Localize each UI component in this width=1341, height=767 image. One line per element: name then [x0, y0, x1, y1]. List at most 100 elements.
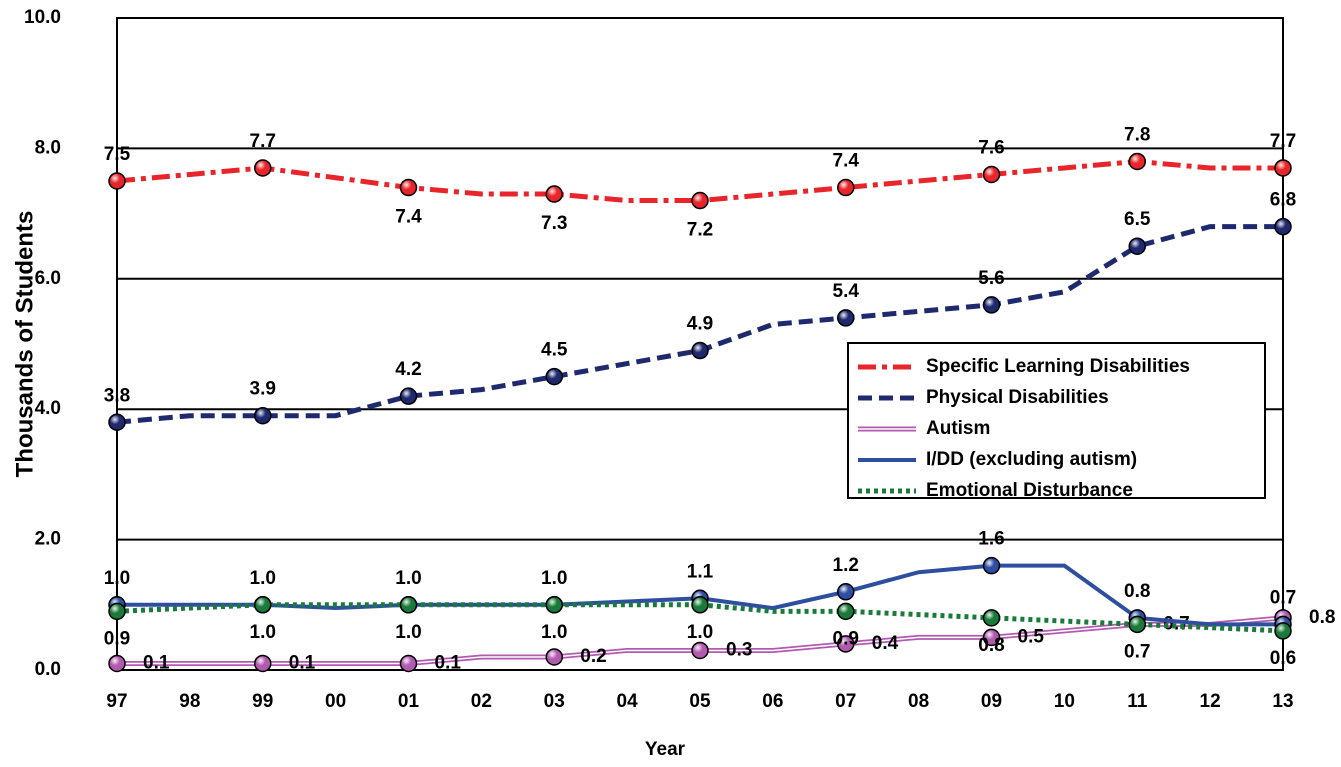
data-label: 1.1	[687, 561, 714, 582]
marker-shine	[110, 174, 124, 188]
marker-shine	[838, 584, 853, 599]
data-label: 0.9	[833, 628, 859, 649]
marker-shine	[255, 408, 270, 423]
x-tick-label: 12	[1200, 691, 1221, 712]
marker-shine	[401, 389, 416, 404]
data-label: 0.1	[435, 652, 462, 673]
marker-shine	[547, 369, 562, 384]
data-label: 0.7	[1124, 641, 1150, 662]
data-label: 0.1	[289, 652, 316, 673]
data-label: 0.2	[580, 646, 606, 667]
x-axis-title: Year	[645, 739, 686, 760]
marker-shine	[693, 193, 707, 208]
marker-shine	[984, 297, 999, 312]
x-tick-label: 98	[179, 691, 200, 712]
data-label: 0.5	[1018, 626, 1045, 647]
data-label: 5.4	[833, 281, 860, 302]
marker-shine	[401, 180, 416, 195]
y-tick-label: 4.0	[35, 398, 61, 419]
marker-shine	[547, 187, 562, 202]
data-label: 0.9	[104, 628, 130, 649]
data-label: 1.0	[687, 622, 713, 643]
x-tick-label: 10	[1054, 691, 1075, 712]
data-label: 4.9	[687, 314, 713, 335]
legend-label: Specific Learning Disabilities	[926, 356, 1190, 377]
marker-shine	[984, 610, 999, 625]
data-label: 0.1	[143, 652, 170, 673]
x-tick-label: 05	[689, 691, 711, 712]
legend-label: Physical Disabilities	[926, 387, 1109, 408]
marker-shine	[255, 160, 270, 175]
marker-shine	[1130, 239, 1145, 254]
marker-shine	[693, 597, 707, 612]
marker-shine	[110, 415, 124, 430]
data-label: 1.0	[395, 622, 421, 643]
y-tick-label: 8.0	[35, 137, 61, 158]
x-tick-label: 03	[544, 691, 565, 712]
x-tick-label: 97	[106, 691, 127, 712]
marker-shine	[984, 630, 999, 645]
marker-shine	[693, 343, 707, 358]
x-tick-label: 04	[617, 691, 639, 712]
x-tick-label: 11	[1127, 691, 1148, 712]
marker-shine	[838, 636, 853, 651]
marker-shine	[984, 167, 999, 182]
marker-shine	[110, 604, 124, 619]
data-label: 7.6	[978, 137, 1004, 158]
data-label: 0.3	[726, 639, 752, 660]
y-tick-label: 10.0	[24, 7, 61, 28]
data-label: 7.3	[541, 213, 567, 234]
data-label: 0.6	[1270, 648, 1296, 669]
marker-shine	[1276, 219, 1290, 234]
data-label: 7.2	[687, 220, 713, 241]
marker-shine	[1130, 154, 1145, 169]
x-tick-label: 01	[398, 691, 420, 712]
data-label: 0.8	[978, 635, 1004, 656]
data-label: 7.4	[833, 151, 860, 172]
data-label: 1.2	[833, 555, 859, 576]
data-label: 0.7	[1270, 587, 1296, 608]
legend-label: Emotional Disturbance	[926, 480, 1133, 501]
data-label: 1.0	[250, 622, 276, 643]
marker-shine	[838, 310, 853, 325]
data-label: 0.8	[1309, 607, 1335, 628]
marker-shine	[255, 656, 270, 671]
marker-shine	[1130, 617, 1145, 632]
y-tick-label: 2.0	[35, 529, 61, 550]
data-label: 7.7	[1270, 131, 1296, 152]
marker-shine	[693, 643, 707, 658]
legend-label: Autism	[926, 418, 990, 439]
x-tick-label: 08	[908, 691, 929, 712]
x-tick-label: 02	[471, 691, 492, 712]
x-tick-label: 99	[252, 691, 273, 712]
data-label: 3.8	[104, 385, 130, 406]
data-label: 7.4	[395, 207, 422, 228]
y-axis-title: Thousands of Students	[11, 211, 38, 478]
marker-shine	[838, 604, 853, 619]
marker-shine	[547, 649, 562, 664]
marker-shine	[984, 558, 999, 573]
data-label: 1.0	[250, 568, 276, 589]
data-label: 1.0	[104, 568, 130, 589]
marker-shine	[1276, 623, 1290, 638]
data-label: 1.0	[395, 568, 421, 589]
x-tick-label: 09	[981, 691, 1002, 712]
y-tick-label: 0.0	[35, 659, 61, 680]
marker-shine	[110, 656, 124, 671]
data-label: 7.5	[104, 144, 131, 165]
marker-shine	[547, 597, 562, 612]
data-label: 6.8	[1270, 190, 1296, 211]
marker-shine	[255, 597, 270, 612]
data-label: 6.5	[1124, 209, 1151, 230]
x-tick-label: 00	[325, 691, 346, 712]
data-label: 0.8	[1124, 581, 1150, 602]
marker-shine	[401, 597, 416, 612]
data-label: 4.2	[395, 359, 421, 380]
data-label: 0.7	[1163, 613, 1189, 634]
x-tick-label: 06	[762, 691, 783, 712]
marker-shine	[1276, 160, 1290, 175]
marker-shine	[401, 656, 416, 671]
data-label: 1.6	[978, 529, 1004, 550]
x-tick-label: 13	[1272, 691, 1293, 712]
